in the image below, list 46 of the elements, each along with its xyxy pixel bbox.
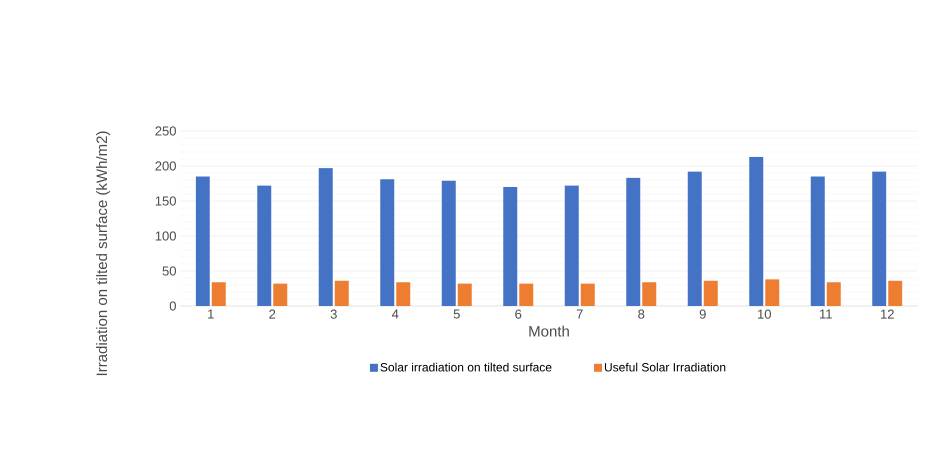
- bar: [212, 282, 226, 306]
- y-axis-title: Irradiation on tilted surface (kWh/m2): [96, 132, 110, 376]
- bar: [888, 280, 902, 306]
- bar: [642, 282, 656, 306]
- y-tick-label: 100: [156, 231, 176, 241]
- y-tick-label: 50: [162, 266, 176, 276]
- bar: [318, 168, 333, 306]
- x-tick-label: 1: [208, 310, 214, 318]
- bar: [458, 284, 472, 306]
- y-tick-label: 250: [155, 126, 176, 136]
- x-tick-label: 7: [576, 310, 583, 318]
- bar: [580, 284, 595, 306]
- y-tick-label: 150: [156, 196, 176, 206]
- bar: [334, 280, 349, 306]
- bar: [765, 279, 780, 306]
- bar: [442, 180, 456, 306]
- x-tick-label: 3: [330, 310, 337, 319]
- x-tick-label: 2: [269, 310, 276, 319]
- y-tick-label: 200: [155, 161, 176, 171]
- x-tick-label: 12: [881, 310, 894, 319]
- y-tick-label: 0: [170, 301, 176, 311]
- bar: [380, 179, 394, 306]
- bar: [626, 178, 640, 306]
- x-tick-label: 4: [392, 310, 398, 318]
- bar: [688, 172, 702, 306]
- x-tick-label: 6: [515, 310, 522, 319]
- x-tick-label: 10: [758, 310, 771, 319]
- bar: [749, 156, 764, 306]
- x-axis-title: Month: [529, 326, 569, 337]
- x-tick-label: 8: [638, 310, 644, 319]
- bar: [273, 284, 288, 306]
- bar: [519, 284, 534, 306]
- bar: [396, 282, 410, 306]
- x-tick-label: 9: [700, 310, 706, 319]
- x-tick-label: 5: [454, 310, 460, 319]
- bar: [704, 280, 718, 306]
- legend-label: Useful Solar Irradiation: [604, 362, 726, 372]
- bar: [872, 172, 886, 306]
- bar: [503, 187, 518, 306]
- bar: [564, 186, 579, 306]
- bar: [810, 176, 825, 306]
- x-tick-label: 11: [820, 310, 832, 318]
- legend-label: Solar irradiation on tilted surface: [380, 362, 552, 372]
- bar: [826, 282, 841, 306]
- bar: [257, 186, 272, 306]
- bar: [196, 176, 210, 306]
